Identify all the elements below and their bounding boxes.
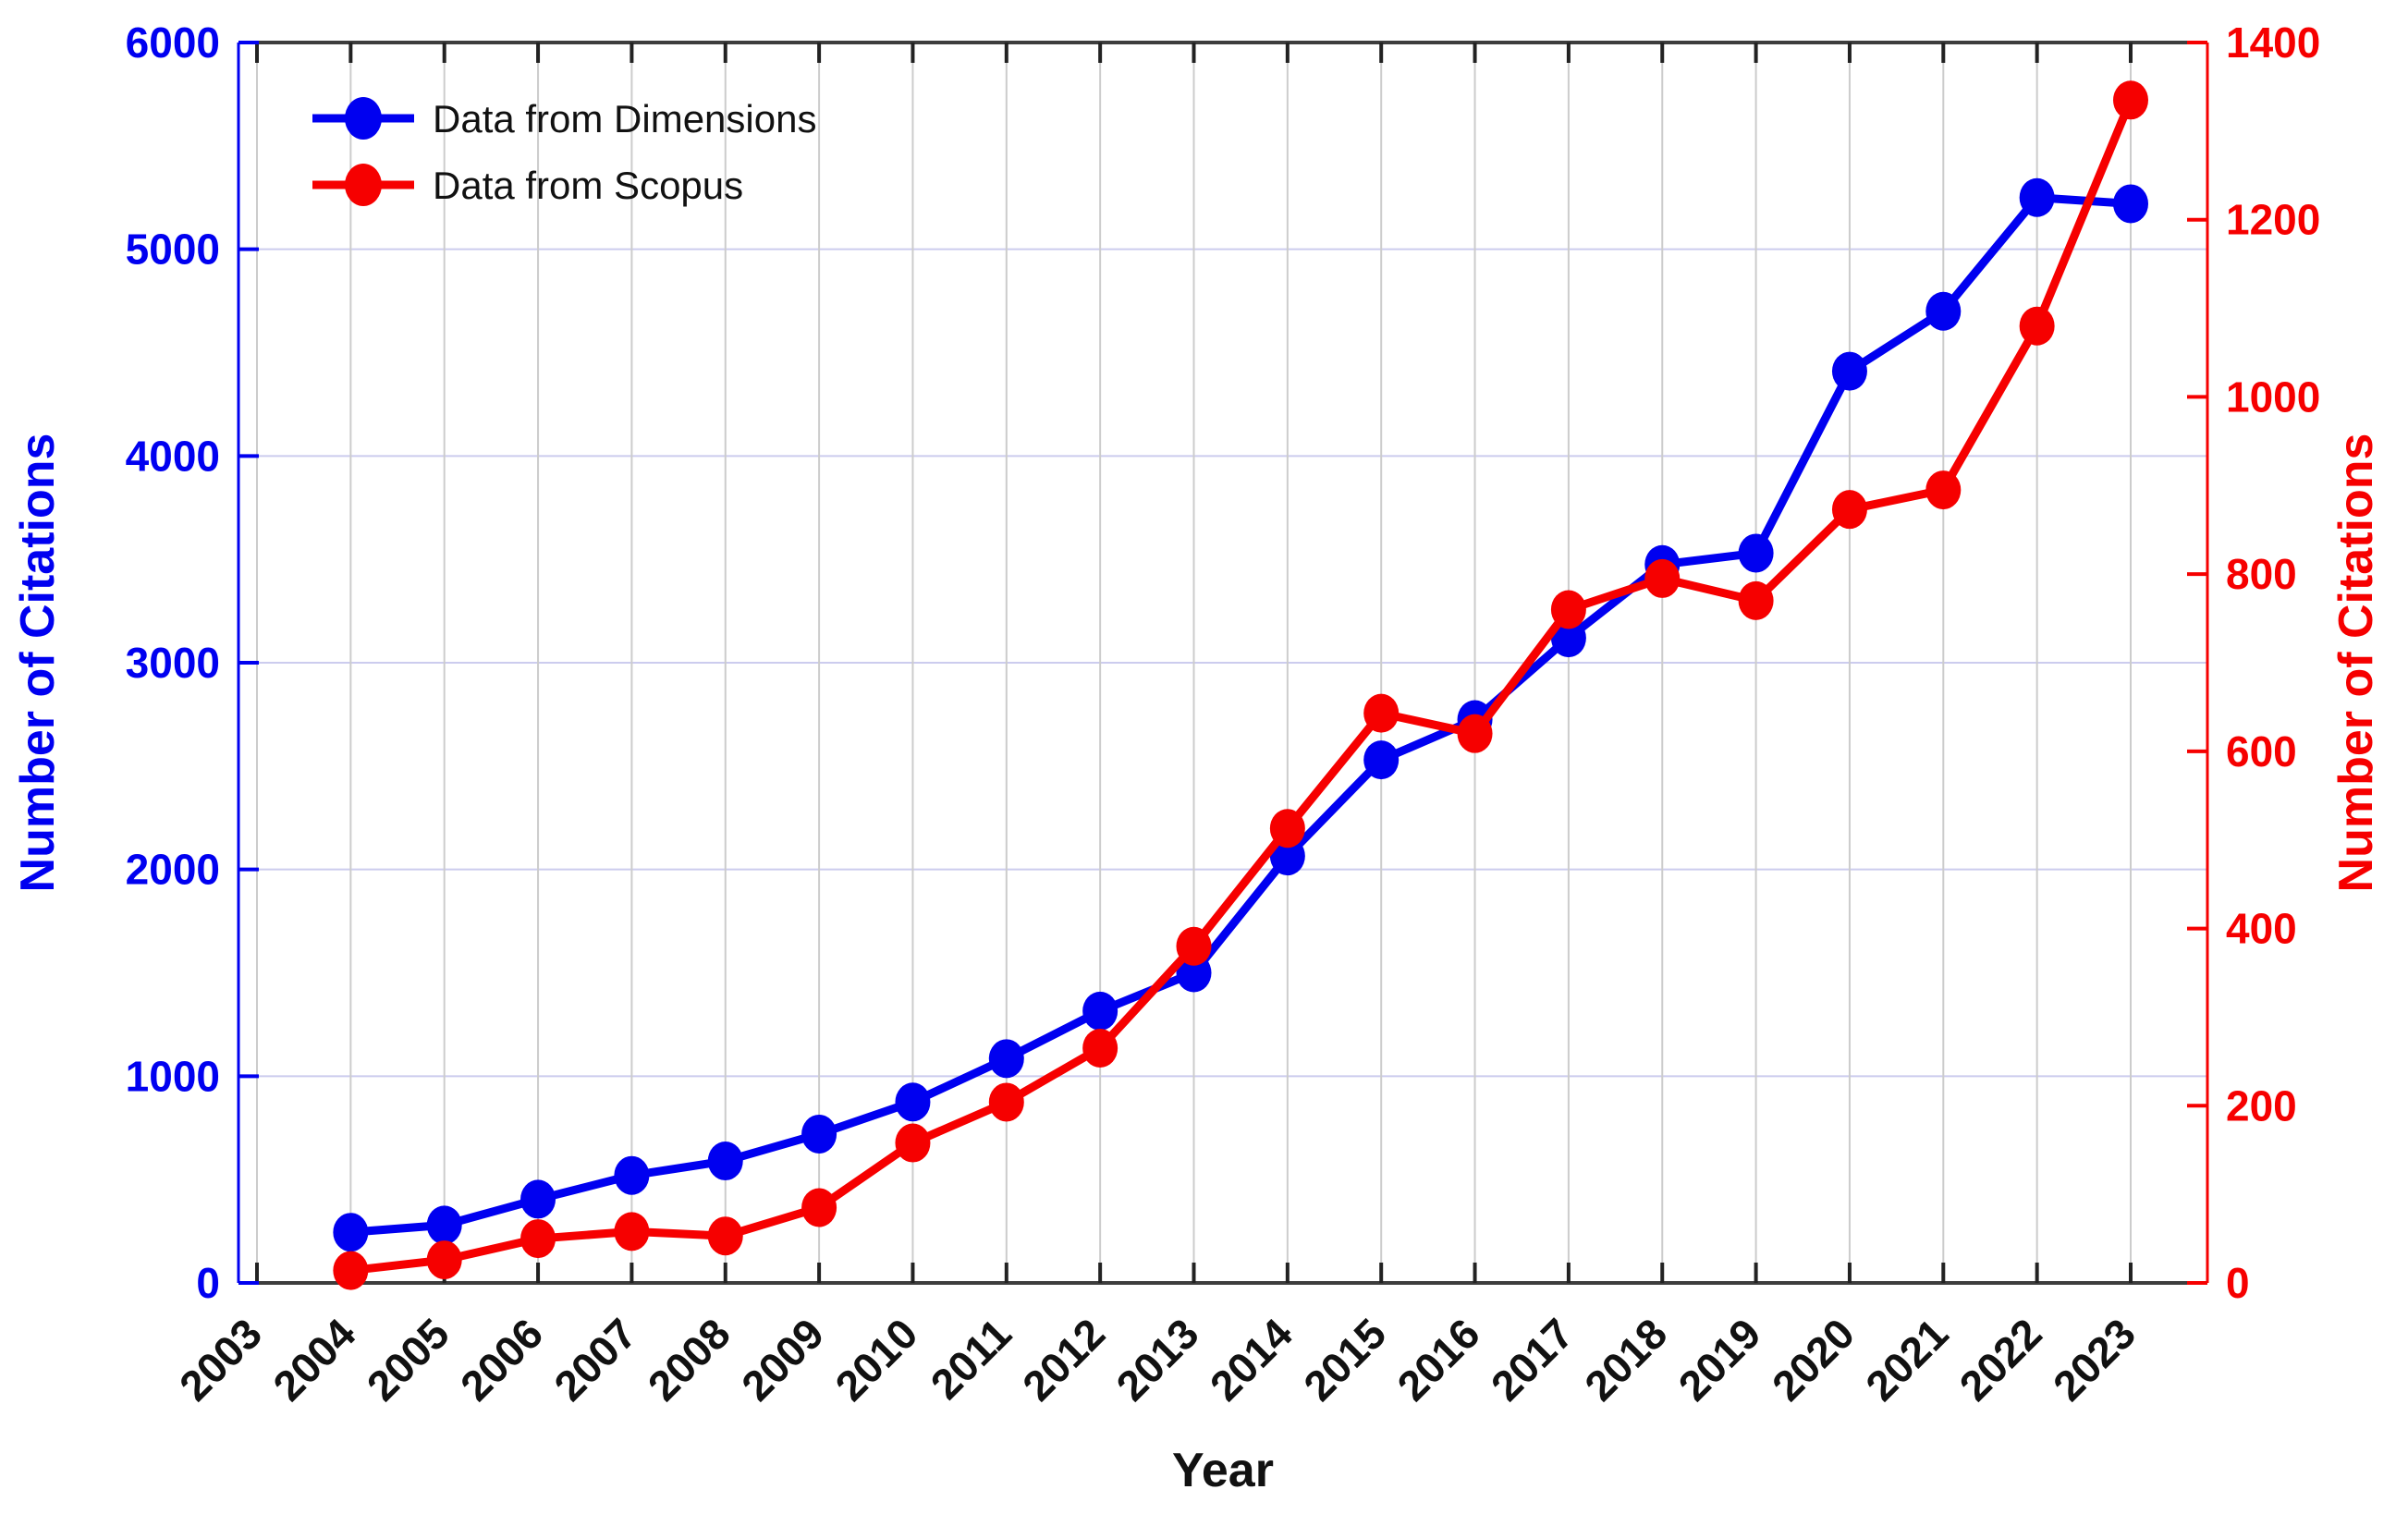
data-point-dimensions	[1176, 953, 1212, 993]
x-tick-label: 2017	[1482, 1309, 1583, 1410]
right-tick-label: 0	[2226, 1259, 2250, 1307]
data-point-scopus	[426, 1240, 462, 1280]
data-point-scopus	[1082, 1028, 1118, 1068]
data-point-scopus	[1738, 580, 1774, 620]
data-point-scopus	[1176, 926, 1212, 966]
left-tick-label: 4000	[126, 432, 220, 480]
data-point-dimensions	[2113, 184, 2148, 224]
right-tick-label: 600	[2226, 727, 2297, 775]
x-tick-label: 2022	[1950, 1309, 2051, 1410]
data-point-scopus	[520, 1219, 556, 1259]
data-point-scopus	[333, 1251, 369, 1290]
legend-marker	[345, 97, 382, 140]
right-tick-label: 1200	[2226, 196, 2320, 244]
data-point-scopus	[2113, 80, 2148, 120]
x-tick-label: 2019	[1669, 1309, 1770, 1410]
legend-label: Data from Scopus	[433, 164, 743, 207]
data-point-scopus	[1550, 590, 1586, 629]
data-point-dimensions	[520, 1179, 556, 1219]
data-point-scopus	[614, 1212, 650, 1251]
x-tick-label: 2014	[1201, 1309, 1302, 1410]
data-point-dimensions	[1738, 533, 1774, 573]
x-tick-label: 2011	[922, 1309, 1021, 1408]
left-tick-label: 0	[196, 1259, 220, 1307]
data-point-scopus	[801, 1188, 837, 1227]
data-point-dimensions	[895, 1082, 931, 1122]
data-point-dimensions	[1925, 291, 1962, 331]
left-tick-label: 3000	[126, 639, 220, 687]
left-tick-label: 2000	[126, 846, 220, 894]
right-tick-label: 1000	[2226, 372, 2320, 421]
left-tick-label: 1000	[126, 1052, 220, 1100]
data-point-dimensions	[426, 1205, 462, 1245]
data-point-scopus	[895, 1123, 931, 1163]
legend-label: Data from Dimensions	[433, 97, 816, 140]
data-point-scopus	[1269, 809, 1305, 849]
data-point-scopus	[1457, 714, 1493, 753]
x-axis-title: Year	[1172, 1444, 1274, 1497]
data-point-scopus	[1644, 558, 1681, 598]
left-tick-label: 5000	[126, 226, 220, 274]
x-tick-label: 2021	[1856, 1309, 1957, 1410]
x-tick-label: 2016	[1387, 1309, 1488, 1410]
x-tick-label: 2007	[544, 1309, 645, 1410]
x-tick-label: 2010	[825, 1309, 926, 1410]
data-point-dimensions	[333, 1213, 369, 1252]
data-point-dimensions	[988, 1039, 1024, 1079]
legend-marker	[345, 164, 382, 206]
x-tick-label: 2020	[1763, 1309, 1864, 1410]
right-tick-label: 200	[2226, 1081, 2297, 1129]
right-tick-label: 800	[2226, 550, 2297, 598]
data-point-dimensions	[614, 1155, 650, 1195]
data-point-scopus	[988, 1082, 1024, 1122]
data-point-dimensions	[801, 1114, 837, 1154]
x-tick-label: 2004	[263, 1309, 364, 1410]
data-point-dimensions	[1269, 836, 1305, 876]
left-tick-label: 6000	[126, 18, 220, 67]
x-tick-label: 2023	[2044, 1309, 2145, 1410]
x-tick-label: 2005	[358, 1309, 458, 1410]
x-tick-label: 2013	[1106, 1309, 1207, 1410]
x-tick-label: 2003	[170, 1309, 271, 1410]
data-point-scopus	[1363, 693, 1400, 733]
data-point-dimensions	[707, 1142, 743, 1181]
data-point-dimensions	[2019, 177, 2055, 217]
x-tick-label: 2018	[1575, 1309, 1676, 1410]
x-tick-label: 2006	[451, 1309, 552, 1410]
data-point-dimensions	[1363, 740, 1400, 780]
left-axis-title: Number of Citations	[11, 433, 65, 893]
data-point-dimensions	[1550, 618, 1586, 658]
right-tick-label: 400	[2226, 905, 2297, 953]
data-point-scopus	[707, 1216, 743, 1256]
x-tick-label: 2009	[732, 1309, 833, 1410]
data-point-dimensions	[1082, 991, 1118, 1031]
data-point-scopus	[1831, 490, 1867, 530]
data-point-dimensions	[1831, 351, 1867, 391]
series-line-scopus	[346, 95, 2135, 1276]
x-tick-label: 2012	[1013, 1309, 1114, 1410]
right-tick-label: 1400	[2226, 18, 2320, 67]
x-tick-label: 2015	[1294, 1309, 1395, 1410]
right-axis-title: Number of Citations	[2329, 433, 2383, 893]
data-point-scopus	[2019, 306, 2055, 346]
data-point-scopus	[1925, 470, 1962, 510]
x-tick-label: 2008	[639, 1309, 740, 1410]
